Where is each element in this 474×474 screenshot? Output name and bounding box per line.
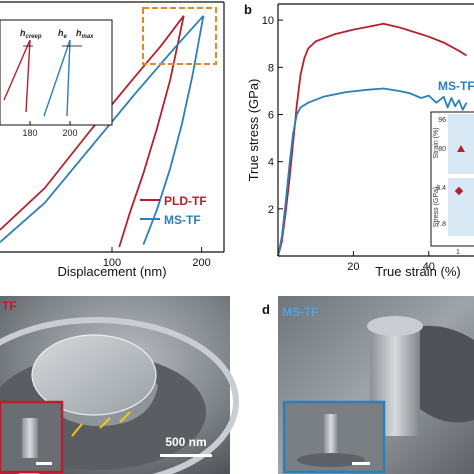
inset-bottom-tick-78: 7.8 [436,221,446,228]
panel-c-scalebar [160,454,212,457]
panel-b-y-tick-label: 4 [268,157,274,169]
inset-top-tick-80: 80 [438,146,446,153]
inset-stress-label: Stress (GPa) [433,187,440,227]
panel-b-y-tick-label: 10 [262,15,274,27]
panel-b-y-axis-label: True stress (GPa) [246,79,261,182]
panel-c-inset-scalebar [36,462,52,465]
panel-b-ms-label: MS-TF [438,79,474,93]
panel-b-y-tick-label: 2 [268,204,274,216]
inset-top-tick-96: 96 [438,117,446,124]
inset-blue-unloading [66,39,71,117]
panel-b-pld-curve [277,22,467,257]
panel-b-stress-strain: b 20 40 2 4 6 8 10 True stress (GPa) True stra… [244,2,474,279]
inset-h-creep: hcreep [20,28,42,40]
panel-c-label: TF [2,299,17,313]
panel-b-curves [277,22,468,257]
inset-x-tick-1: 1 [456,249,460,256]
panel-d-inset-base [297,453,365,467]
panel-a-ms-unloading-curve [142,15,205,245]
panel-c-inset-pillar [22,418,38,458]
inset-red-loading [3,39,31,101]
panel-b-ms-curve [277,87,468,257]
panel-a-legend: PLD-TF MS-TF [140,194,207,227]
panel-a-x-axis-label: Displacement (nm) [57,264,166,279]
legend-pld-label: PLD-TF [164,194,207,208]
inset-h-max: hmax [76,28,94,40]
panel-b-y-tick-label: 6 [268,109,274,121]
inset-bottom-tick-84: 8.4 [436,185,446,192]
panel-c-yellow-arrow-2 [99,417,111,429]
panel-c-pillar-top [31,334,157,416]
panel-d-pillar-top [367,316,423,336]
panel-a-x-tick-label: 100 [103,257,121,269]
panel-d-inset-pillar [324,414,338,460]
panel-b-x-tick-label: 40 [423,261,435,273]
panel-a-zoom-box [142,7,217,65]
inset-strain-label: Strain (%) [433,127,440,158]
panel-b-inset-top-bg [448,114,474,174]
panel-b-ticks: 20 40 2 4 6 8 10 [262,15,435,273]
panel-b-inset-bottom-bg [448,178,474,236]
panel-a-x-ticks: 100 200 [103,247,211,269]
panel-c-scalebar-label: 500 nm [165,435,206,449]
panel-d-inset-scalebar [352,462,370,465]
panel-a-inset-frame [0,19,113,126]
panel-b-x-tick-label: 20 [347,261,359,273]
panel-c-sem-image: TF 500 nm [0,296,239,474]
panel-b-letter: b [244,2,252,17]
panel-a-inset: hcreep he hmax 180 200 [0,19,113,138]
legend-ms-label: MS-TF [164,213,201,227]
inset-triangle-marker [457,145,465,152]
panel-a-x-tick-label: 200 [192,257,210,269]
panel-a-load-displacement: 100 200 Displacement (nm) hcreep he hmax … [0,1,225,279]
inset-h-e: he [58,28,68,40]
panel-d-letter: d [262,302,270,317]
inset-tick-label-180: 180 [22,128,37,138]
panel-b-y-tick-label: 8 [268,62,274,74]
panel-c-yellow-arrow-3 [119,411,131,423]
inset-tick-label-200: 200 [62,128,77,138]
panel-d-sem-image: d MS-TF [262,296,474,474]
panel-c-crater-rim [0,317,239,474]
inset-red-unloading [25,39,31,113]
panel-b-x-axis-label: True strain (%) [375,264,460,279]
inset-diamond-marker [454,186,464,196]
panel-d-label: MS-TF [282,305,319,319]
panel-c-yellow-arrow-1 [71,423,83,437]
panel-a-pld-unloading-curve [118,15,185,248]
panel-b-inset: Strain (%) Stress (GPa) 96 80 8.4 7.8 1 [430,111,474,256]
inset-blue-loading [43,39,71,117]
